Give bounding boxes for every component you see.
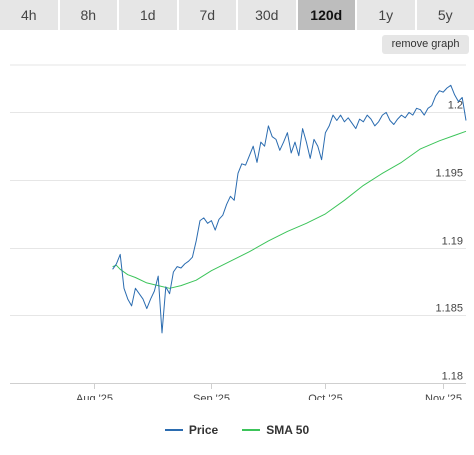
tab-120d[interactable]: 120d	[297, 0, 357, 30]
grid-lines	[10, 64, 466, 389]
legend-label-sma: SMA 50	[266, 423, 310, 437]
sma-50-line	[112, 130, 467, 289]
tab-5y[interactable]: 5y	[416, 0, 474, 30]
y-tick-label: 1.18	[442, 371, 463, 383]
sma-swatch	[242, 429, 261, 431]
y-axis-labels: 1.18 1.185 1.19 1.195 1.2	[435, 100, 463, 383]
legend-label-price: Price	[188, 423, 219, 437]
x-tick-label: Sep '25	[193, 393, 230, 400]
legend-item-price[interactable]: Price	[164, 423, 219, 437]
y-tick-label: 1.2	[448, 100, 463, 112]
tab-4h[interactable]: 4h	[0, 0, 60, 30]
tab-8h[interactable]: 8h	[59, 0, 119, 30]
y-tick-label: 1.195	[435, 168, 463, 180]
y-tick-label: 1.185	[435, 303, 463, 315]
tab-30d[interactable]: 30d	[238, 0, 298, 30]
y-tick-label: 1.19	[442, 236, 463, 248]
time-range-tabs: 4h 8h 1d 7d 30d 120d 1y 5y	[0, 0, 474, 30]
x-axis-labels: Aug '25 Sep '25 Oct '25 Nov '25	[76, 393, 462, 400]
x-tick-label: Nov '25	[425, 393, 462, 400]
price-chart: 1.18 1.185 1.19 1.195 1.2 Aug '25 Sep '25 Oct …	[10, 64, 467, 400]
price-swatch	[164, 429, 183, 431]
series-lines	[112, 84, 467, 334]
x-tick-label: Oct '25	[308, 393, 343, 400]
price-line	[112, 84, 467, 334]
tab-1y[interactable]: 1y	[357, 0, 417, 30]
remove-graph-button[interactable]: remove graph	[382, 35, 469, 54]
tab-7d[interactable]: 7d	[178, 0, 238, 30]
x-tick-label: Aug '25	[76, 393, 113, 400]
chart-legend: Price SMA 50	[0, 420, 474, 440]
legend-item-sma[interactable]: SMA 50	[242, 423, 309, 437]
tab-1d[interactable]: 1d	[119, 0, 179, 30]
